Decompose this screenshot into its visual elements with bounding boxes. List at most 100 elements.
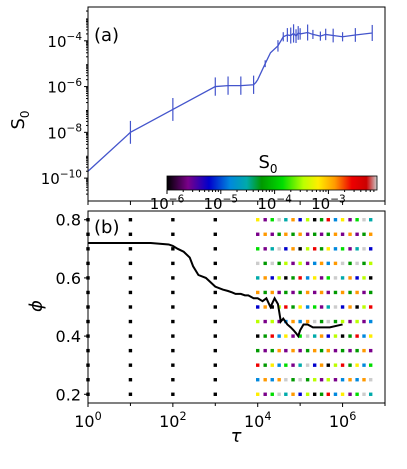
scatter-point [291, 261, 295, 266]
scatter-point [270, 392, 274, 396]
scatter-point [213, 261, 217, 266]
scatter-point [333, 247, 338, 251]
scatter-point [298, 319, 302, 324]
scatter-point [340, 319, 345, 324]
y-tick-label: 10−6 [47, 77, 82, 97]
scatter-point [171, 305, 175, 309]
scatter-point [333, 363, 338, 367]
scatter-point [277, 348, 281, 353]
scatter-point [128, 276, 133, 280]
scatter-point [298, 276, 302, 280]
scatter-point [355, 247, 359, 251]
scatter-point [305, 261, 310, 266]
scatter-point [171, 319, 175, 324]
scatter-point [291, 276, 295, 280]
scatter-point [362, 247, 366, 251]
s0-line [87, 31, 373, 172]
scatter-point [319, 348, 324, 353]
scatter-point [284, 276, 288, 280]
scatter-point [312, 334, 317, 338]
scatter-point [312, 247, 317, 251]
scatter-point [213, 276, 217, 280]
scatter-point [305, 392, 310, 396]
scatter-point [326, 218, 330, 222]
panel-a-y-ticks: 10−10 10−8 10−6 10−4 [41, 10, 88, 195]
scatter-point [326, 232, 330, 236]
scatter-point [319, 305, 324, 309]
scatter-point [305, 305, 310, 309]
scatter-point [355, 232, 359, 236]
scatter-point [256, 276, 260, 280]
y-tick-label: 0.2 [56, 385, 81, 404]
scatter-point [312, 348, 317, 353]
y-tick-label: 0.6 [56, 269, 81, 288]
scatter-point [355, 218, 359, 222]
scatter-point [319, 247, 324, 251]
scatter-point [312, 378, 317, 382]
scatter-point [333, 348, 338, 353]
x-tick-label: 102 [159, 410, 186, 431]
scatter-point [355, 261, 359, 266]
scatter-point [340, 363, 345, 367]
scatter-point [213, 305, 217, 309]
phi-curve [88, 242, 343, 339]
scatter-point [263, 334, 267, 338]
scatter-point [284, 363, 288, 367]
scatter-point [128, 232, 133, 236]
scatter-point [213, 392, 217, 396]
scatter-point [298, 290, 302, 295]
x-tick-label: 100 [74, 410, 101, 431]
scatter-point [348, 348, 352, 353]
scatter-point [333, 276, 338, 280]
scatter-point [355, 348, 359, 353]
scatter-point [312, 232, 317, 236]
scatter-point [298, 334, 302, 338]
scatter-point [368, 319, 373, 324]
colorbar-ticks: 10−6 10−5 10−4 10−3 [150, 190, 375, 213]
scatter-point [298, 218, 302, 222]
scatter-point [270, 261, 274, 266]
scatter-point [270, 363, 274, 367]
scatter-point [128, 290, 133, 295]
scatter-point [284, 232, 288, 236]
scatter-point [128, 378, 133, 382]
scatter-point [270, 247, 274, 251]
scatter-point [362, 392, 366, 396]
y-tick-label: 10−8 [47, 123, 82, 143]
scatter-point [298, 378, 302, 382]
scatter-point [291, 334, 295, 338]
scatter-point [256, 363, 260, 367]
scatter-point [291, 363, 295, 367]
scatter-point [171, 218, 175, 222]
scatter-point [171, 232, 175, 236]
scatter-point [340, 305, 345, 309]
scatter-point [171, 348, 175, 353]
scatter-point [355, 363, 359, 367]
scatter-point [277, 319, 281, 324]
scatter-point [355, 305, 359, 309]
scatter-point [263, 290, 267, 295]
scatter-point [213, 232, 217, 236]
scatter-point [340, 348, 345, 353]
scatter-point [256, 392, 260, 396]
scatter-point [128, 348, 133, 353]
scatter-point [213, 378, 217, 382]
scatter-point [263, 232, 267, 236]
scatter-point [319, 218, 324, 222]
scatter-point [298, 348, 302, 353]
scatter-point [256, 247, 260, 251]
scatter-point [284, 218, 288, 222]
scatter-point [362, 290, 366, 295]
scatter-point [368, 363, 373, 367]
scatter-point [362, 348, 366, 353]
scatter-point [305, 334, 310, 338]
scatter-point [362, 261, 366, 266]
scatter-point [298, 261, 302, 266]
scatter-point [298, 247, 302, 251]
panel-b-y-ticks: 0.2 0.4 0.6 0.8 [56, 211, 88, 404]
scatter-point [312, 261, 317, 266]
scatter-point [284, 247, 288, 251]
x-tick-label: 106 [329, 410, 356, 431]
panel-b-label: (b) [94, 217, 119, 238]
